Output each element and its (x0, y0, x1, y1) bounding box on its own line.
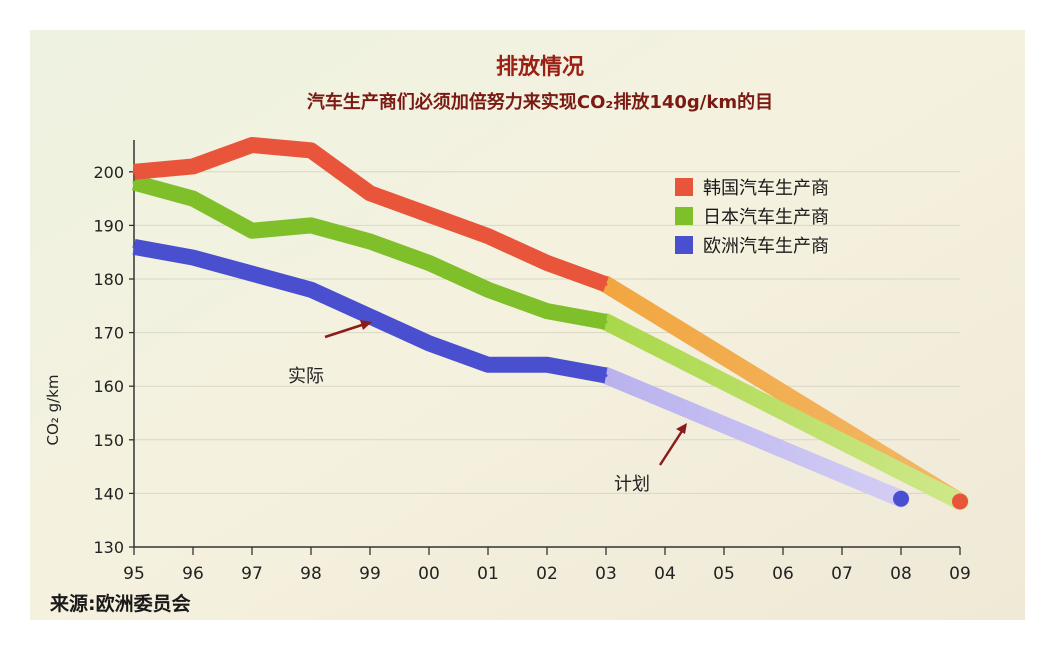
data-point (604, 282, 608, 286)
annotation-actual: 实际 (288, 320, 372, 387)
data-point (132, 181, 136, 185)
data-point (545, 309, 549, 313)
y-tick-label: 180 (93, 270, 124, 289)
x-tick-label: 99 (359, 564, 381, 584)
x-tick-label: 02 (536, 564, 558, 584)
x-tick-label: 01 (477, 564, 499, 584)
data-point (604, 320, 608, 324)
source-note: 来源:欧洲委员会 (50, 592, 191, 615)
x-tick-label: 09 (949, 564, 971, 584)
data-point (132, 170, 136, 174)
data-point (250, 229, 254, 233)
actual-lines (131, 137, 609, 384)
data-point (545, 363, 549, 367)
x-axis: 95 96 97 98 99 00 01 02 03 04 05 06 07 08 09 (123, 546, 971, 584)
chart-subtitle: 汽车生产商们必须加倍努力来实现CO₂排放140g/km的目 (307, 91, 773, 113)
annotation-arrow-plan (658, 427, 686, 466)
data-point (368, 191, 372, 195)
data-point (545, 261, 549, 265)
data-point (309, 288, 313, 292)
data-point (132, 245, 136, 249)
x-tick-label: 05 (713, 564, 735, 584)
legend-swatch-series-2 (675, 236, 693, 254)
data-point (309, 148, 313, 152)
x-tick-label: 98 (300, 564, 322, 584)
data-point (486, 288, 490, 292)
y-tick-label: 140 (93, 484, 124, 503)
target-markers (893, 490, 968, 510)
y-axis-label: CO₂ g/km (44, 375, 62, 446)
legend-swatch-series-1 (675, 207, 693, 225)
data-point (604, 373, 608, 377)
chart-background (30, 30, 1025, 620)
x-tick-label: 96 (182, 564, 204, 584)
y-axis: 130 140 150 160 170 180 190 200 (93, 140, 135, 557)
data-point (368, 239, 372, 243)
y-tick-label: 190 (93, 216, 124, 235)
y-tick-label: 150 (93, 431, 124, 450)
annotation-plan-label: 计划 (614, 474, 650, 495)
data-point (427, 341, 431, 345)
data-point (250, 272, 254, 276)
legend-label-series-2: 欧洲汽车生产商 (703, 236, 829, 257)
target-marker-series-2 (893, 490, 909, 507)
x-tick-label: 07 (831, 564, 853, 584)
annotation-arrowhead-actual (360, 320, 372, 330)
x-tick-label: 08 (890, 564, 912, 584)
data-point (427, 261, 431, 265)
plan-lines (597, 275, 969, 510)
y-tick-label: 170 (93, 324, 124, 343)
x-tick-label: 06 (772, 564, 794, 584)
chart-title: 排放情况 (496, 54, 584, 80)
legend-label-series-1: 日本汽车生产商 (703, 207, 829, 228)
plan-line-series-2 (597, 366, 910, 508)
annotation-arrowhead-plan (676, 423, 687, 434)
data-point (250, 143, 254, 147)
x-tick-label: 03 (595, 564, 617, 584)
x-tick-label: 04 (654, 564, 676, 584)
legend-swatch-series-0 (675, 178, 693, 196)
annotation-actual-label: 实际 (288, 366, 324, 387)
y-tick-label: 130 (93, 538, 124, 557)
data-point (368, 315, 372, 319)
x-tick-label: 97 (241, 564, 263, 584)
data-point (486, 234, 490, 238)
data-point (309, 223, 313, 227)
data-point (191, 256, 195, 260)
data-point (486, 363, 490, 367)
y-tick-label: 160 (93, 377, 124, 396)
target-marker-series-0 (952, 493, 968, 510)
legend-label-series-0: 韩国汽车生产商 (703, 178, 829, 199)
annotation-arrow-actual (324, 321, 369, 339)
data-point (427, 213, 431, 217)
plan-line-series-1 (597, 313, 969, 510)
x-tick-label: 00 (418, 564, 440, 584)
data-point (191, 197, 195, 201)
data-point (191, 164, 195, 168)
y-tick-label: 200 (93, 163, 124, 182)
x-tick-label: 95 (123, 564, 145, 584)
annotation-plan: 计划 (614, 423, 687, 495)
